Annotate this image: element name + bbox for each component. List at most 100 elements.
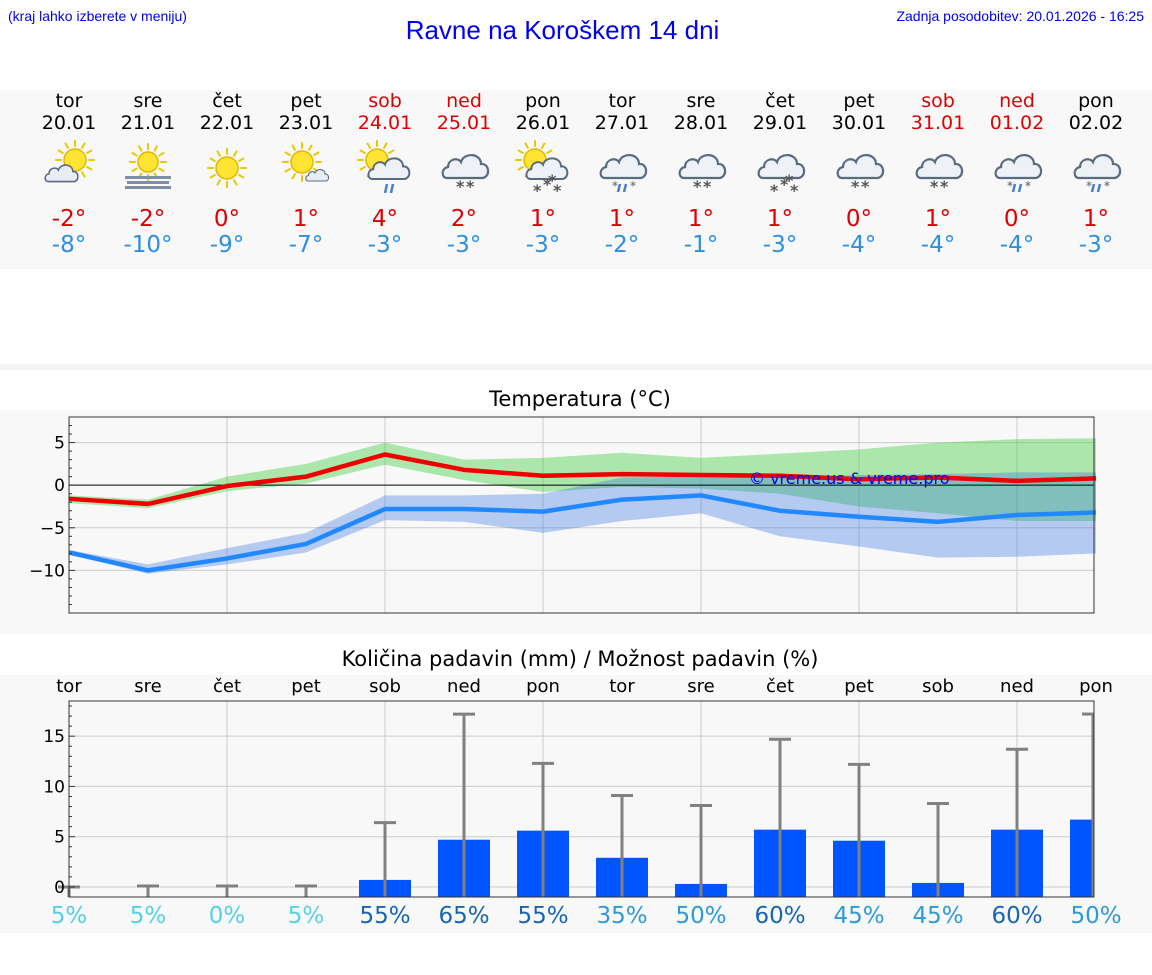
svg-text:*: * — [1025, 179, 1031, 193]
sun-icon — [207, 148, 247, 188]
min-temp-line — [68, 493, 1097, 573]
day-name: sob — [921, 90, 955, 112]
location-hint[interactable]: (kraj lahko izberete v meniju) — [8, 8, 187, 24]
x-category-label: sre — [134, 676, 161, 697]
x-category-label: tor — [609, 676, 635, 697]
y-tick-label: 15 — [43, 727, 65, 747]
precip-probability: 5% — [287, 903, 325, 929]
cloud-snow-icon: * * — [915, 154, 964, 196]
x-category-label: sre — [687, 676, 714, 697]
svg-text:*: * — [466, 177, 475, 196]
svg-text:*: * — [533, 181, 542, 196]
day-column: ned 01.02 * * 0° -4° — [977, 90, 1057, 258]
precip-probability: 60% — [991, 903, 1043, 929]
sun-cloud-rain-icon — [357, 140, 411, 194]
last-update: Zadnja posodobitev: 20.01.2026 - 16:25 — [896, 8, 1144, 24]
svg-text:*: * — [1086, 179, 1092, 193]
day-name: pon — [1078, 90, 1114, 112]
day-date: 22.01 — [199, 112, 255, 134]
temp-min: -3° — [762, 232, 798, 258]
temp-max: 1° — [1082, 206, 1110, 232]
y-tick-label: −10 — [29, 561, 65, 581]
day-column: tor 27.01 * * 1° -2° — [582, 90, 662, 258]
precip-probability: 45% — [912, 903, 964, 929]
precip-probability: 60% — [754, 903, 806, 929]
day-name: čet — [765, 90, 795, 112]
precipitation-chart-title: Količina padavin (mm) / Možnost padavin … — [341, 647, 819, 671]
y-tick-label: 10 — [43, 777, 65, 797]
svg-text:*: * — [630, 179, 636, 193]
day-date: 24.01 — [357, 112, 413, 134]
day-date: 20.01 — [41, 112, 97, 134]
y-tick-label: 5 — [54, 434, 65, 454]
cloud-sleet-icon: * * — [994, 154, 1043, 193]
precip-probability: 65% — [438, 903, 490, 929]
temp-min: -3° — [1078, 232, 1114, 258]
precip-probability: 45% — [833, 903, 885, 929]
min-range-band — [69, 472, 1096, 574]
cloud-snow-icon: * * — [836, 154, 885, 196]
day-date: 23.01 — [278, 112, 334, 134]
cloud-snow-icon: * * — [678, 154, 727, 196]
temp-min: -3° — [446, 232, 482, 258]
x-category-label: sob — [922, 676, 954, 697]
precip-probability: 55% — [359, 903, 411, 929]
precip-probability: 0% — [208, 903, 246, 929]
precip-bar — [1070, 819, 1094, 897]
day-date: 25.01 — [436, 112, 492, 134]
svg-text:*: * — [930, 177, 939, 196]
svg-text:*: * — [770, 181, 779, 196]
temp-max: 1° — [687, 206, 715, 232]
day-column: sre 21.01 -2° -10° — [108, 90, 188, 258]
plot-area — [69, 417, 1094, 613]
temp-min: -10° — [123, 232, 173, 258]
svg-text:*: * — [543, 175, 552, 194]
precip-probability: 5% — [129, 903, 167, 929]
plot-frame — [68, 416, 1095, 614]
temp-max: 4° — [371, 206, 399, 232]
precip-probability: 5% — [50, 903, 88, 929]
temp-max: 1° — [292, 206, 320, 232]
day-name: pet — [843, 90, 875, 112]
max-range-band — [69, 438, 1096, 521]
svg-text:*: * — [780, 175, 789, 194]
temp-min: -3° — [367, 232, 403, 258]
temp-min: -4° — [841, 232, 877, 258]
day-column: pon 26.01 * * * * 1° -3° — [503, 90, 583, 258]
x-category-label: pon — [1079, 676, 1113, 697]
day-name: čet — [212, 90, 242, 112]
day-name: tor — [608, 90, 636, 112]
day-column: tor 20.01 -2° -8° — [29, 90, 109, 258]
day-column: pet 23.01 1° -7° — [266, 90, 346, 258]
cloud-snow-icon: * * — [441, 154, 490, 196]
temp-max: 0° — [1003, 206, 1031, 232]
svg-text:*: * — [861, 177, 870, 196]
cloud-sleet-icon: * * — [599, 154, 648, 193]
svg-text:*: * — [553, 181, 562, 196]
x-category-label: sob — [369, 676, 401, 697]
x-category-label: čet — [213, 676, 241, 697]
day-name: pet — [290, 90, 322, 112]
svg-text:*: * — [940, 177, 949, 196]
temp-min: -3° — [525, 232, 561, 258]
day-date: 30.01 — [831, 112, 887, 134]
temp-min: -2° — [604, 232, 640, 258]
precip-probability: 50% — [675, 903, 727, 929]
temp-min: -9° — [209, 232, 245, 258]
temp-min: -7° — [288, 232, 324, 258]
precip-probability: 50% — [1070, 903, 1122, 929]
precip-probability: 55% — [517, 903, 569, 929]
day-name: ned — [999, 90, 1035, 112]
watermark: © vreme.us & vreme.pro — [749, 469, 950, 488]
day-name: sre — [133, 90, 163, 112]
day-column: pon 02.02 * * 1° -3° — [1056, 90, 1136, 258]
x-category-label: ned — [1000, 676, 1034, 697]
svg-text:*: * — [785, 171, 794, 190]
day-date: 31.01 — [910, 112, 966, 134]
day-name: pon — [525, 90, 561, 112]
day-date: 02.02 — [1068, 112, 1124, 134]
day-name: sob — [368, 90, 402, 112]
temperature-chart-title: Temperatura (°C) — [489, 387, 671, 411]
x-category-label: tor — [56, 676, 82, 697]
day-column: ned 25.01 * * 2° -3° — [424, 90, 504, 258]
